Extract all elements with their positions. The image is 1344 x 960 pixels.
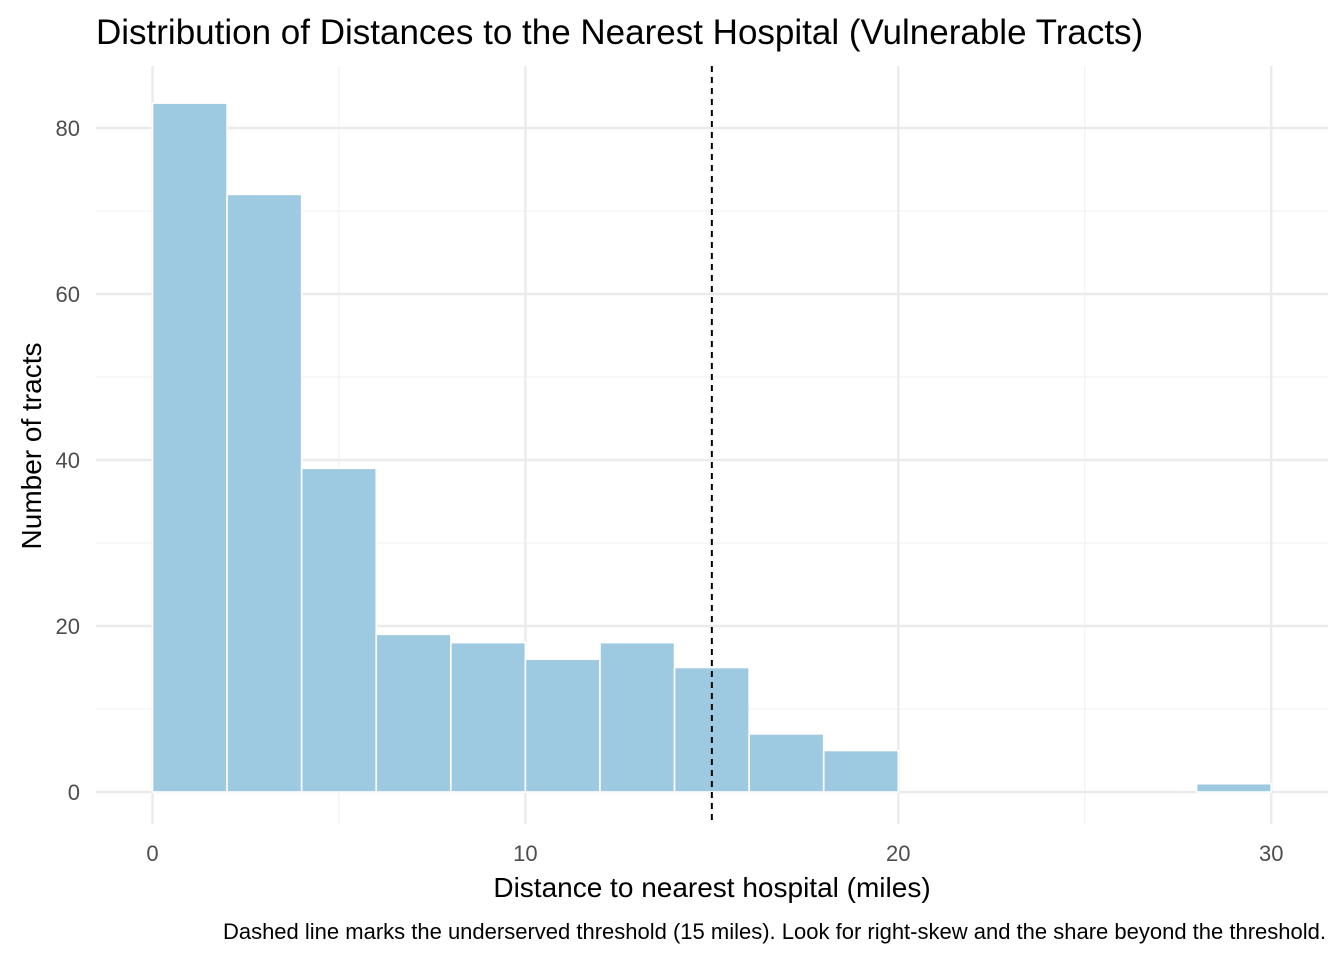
histogram-bar xyxy=(151,102,228,793)
histogram-bar xyxy=(450,641,527,793)
chart-caption: Dashed line marks the underserved thresh… xyxy=(223,919,1326,944)
x-axis-title: Distance to nearest hospital (miles) xyxy=(493,872,930,903)
histogram-bar xyxy=(375,633,452,793)
histogram-bar xyxy=(1195,782,1272,793)
y-axis-title: Number of tracts xyxy=(16,343,47,550)
histogram-bar xyxy=(822,749,900,793)
y-tick-label: 0 xyxy=(68,780,80,805)
x-tick-label: 20 xyxy=(886,841,910,866)
x-tick-label: 0 xyxy=(146,841,158,866)
x-axis-tick-labels: 0 10 20 30 xyxy=(146,841,1283,866)
y-tick-label: 20 xyxy=(56,614,80,639)
x-tick-label: 30 xyxy=(1259,841,1283,866)
histogram-bar xyxy=(300,467,378,793)
x-tick-label: 10 xyxy=(513,841,537,866)
y-tick-label: 80 xyxy=(56,116,80,141)
histogram-bar xyxy=(748,733,825,793)
y-tick-label: 60 xyxy=(56,282,80,307)
histogram-bar xyxy=(524,658,601,793)
y-axis-tick-labels: 0 20 40 60 80 xyxy=(56,116,80,805)
y-tick-label: 40 xyxy=(56,448,80,473)
histogram-bars xyxy=(151,102,1272,793)
histogram-bar xyxy=(226,193,303,793)
histogram-bar xyxy=(599,641,676,793)
chart-title: Distribution of Distances to the Nearest… xyxy=(96,13,1143,52)
